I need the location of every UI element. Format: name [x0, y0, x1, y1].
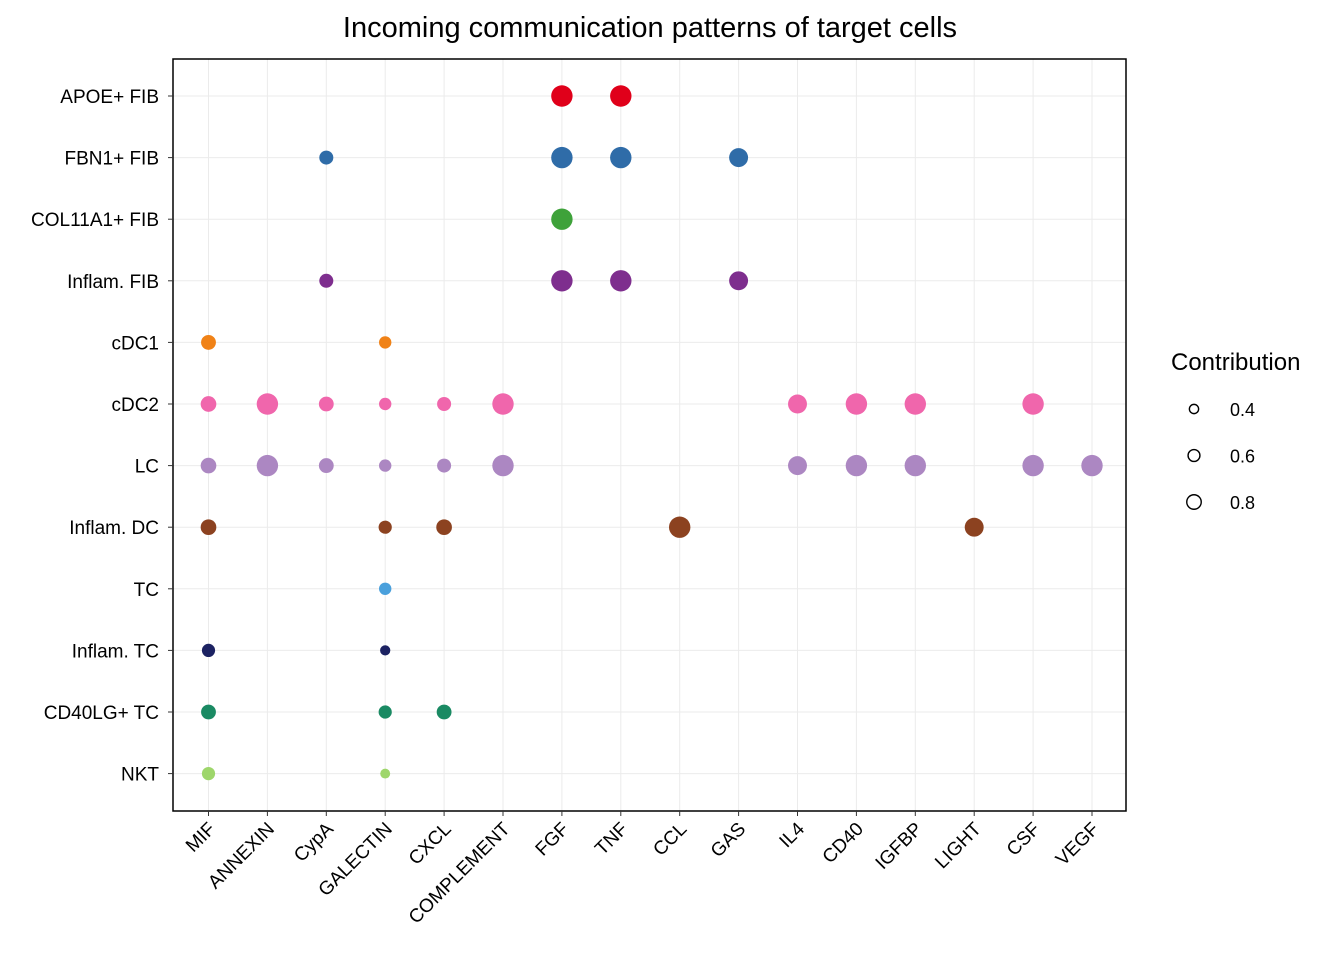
y-tick-label: Inflam. TC: [72, 641, 159, 662]
data-point: [1081, 454, 1103, 477]
legend-key-label: 0.6: [1230, 447, 1255, 467]
y-tick-label: Inflam. DC: [69, 518, 159, 539]
y-tick-label: LC: [135, 457, 159, 478]
y-tick-label: APOE+ FIB: [60, 87, 159, 108]
data-point: [319, 273, 334, 288]
plot-panel-border: [172, 58, 1127, 812]
x-tick-label: GAS: [707, 819, 750, 862]
data-point: [380, 645, 391, 656]
data-point: [436, 519, 452, 536]
data-point: [437, 458, 452, 473]
data-point: [256, 393, 279, 415]
data-point: [551, 85, 573, 107]
x-tick-label: CypA: [290, 818, 338, 866]
data-point: [201, 704, 216, 720]
x-tick-label: COMPLEMENT: [405, 818, 515, 928]
data-point: [201, 334, 216, 350]
y-tick-label: CD40LG+ TC: [44, 703, 159, 724]
x-tick-label: IL4: [776, 818, 810, 852]
data-point: [904, 393, 926, 415]
data-point: [380, 768, 391, 779]
data-point: [610, 146, 632, 169]
data-point: [200, 457, 217, 474]
x-tick-label: CD40: [819, 819, 868, 868]
x-tick-label: LIGHT: [931, 818, 986, 873]
data-point: [551, 270, 573, 292]
x-tick-label: MIF: [182, 819, 220, 857]
y-tick-label: FBN1+ FIB: [65, 149, 160, 170]
legend-key-label: 0.4: [1230, 400, 1255, 420]
data-point: [200, 519, 217, 536]
y-tick-label: Inflam. FIB: [67, 272, 159, 293]
data-point: [318, 458, 334, 474]
data-point: [551, 146, 573, 169]
data-point: [1022, 393, 1044, 415]
data-point: [201, 643, 216, 658]
data-point: [200, 396, 217, 412]
data-point: [437, 396, 452, 412]
chart-title: Incoming communication patterns of targe…: [343, 12, 957, 44]
data-point: [379, 582, 392, 595]
legend-key-circle: [1186, 494, 1202, 510]
data-point: [319, 150, 334, 165]
x-tick-label: CCL: [650, 819, 692, 861]
y-axis: APOE+ FIB FBN1+ FIB COL11A1+ FIB Inflam. FI…: [31, 87, 173, 786]
x-tick-label: FGF: [532, 819, 574, 861]
data-point: [845, 454, 868, 477]
size-legend: Contribution 0.4 0.6 0.8: [1171, 349, 1300, 513]
x-tick-label: TNF: [591, 819, 632, 860]
data-point: [378, 520, 392, 534]
x-tick-label: CXCL: [405, 819, 456, 870]
x-tick-label: CSF: [1003, 819, 1045, 861]
data-point: [729, 271, 749, 291]
data-point: [1022, 454, 1044, 477]
data-point: [318, 396, 334, 412]
y-tick-label: NKT: [121, 765, 159, 786]
data-point: [379, 459, 392, 472]
x-tick-label: IGFBP: [872, 819, 927, 874]
data-point: [551, 208, 573, 230]
y-tick-label: TC: [134, 580, 159, 601]
data-point: [610, 270, 632, 292]
legend-key-circle: [1187, 448, 1201, 463]
legend-title: Contribution: [1171, 349, 1300, 376]
data-point: [729, 148, 749, 168]
data-point: [201, 767, 216, 781]
data-point: [256, 454, 279, 477]
data-point: [904, 454, 926, 477]
data-point: [436, 704, 452, 720]
y-tick-label: COL11A1+ FIB: [31, 210, 159, 231]
y-tick-label: cDC2: [111, 395, 159, 416]
x-tick-label: VEGF: [1052, 819, 1103, 870]
data-point: [610, 85, 632, 107]
data-point: [845, 393, 868, 415]
legend-key-label: 0.8: [1230, 493, 1255, 513]
data-point: [788, 456, 807, 476]
data-point: [788, 394, 807, 414]
data-point: [964, 517, 984, 537]
legend-key-circle: [1188, 403, 1200, 415]
data-point: [378, 705, 392, 719]
data-point: [379, 397, 392, 411]
grid-lines: [173, 59, 1126, 811]
y-tick-label: cDC1: [111, 333, 159, 354]
data-point: [492, 454, 514, 477]
data-point: [379, 336, 392, 349]
data-point: [492, 393, 514, 415]
data-point: [669, 516, 691, 538]
data-points: [200, 85, 1103, 781]
